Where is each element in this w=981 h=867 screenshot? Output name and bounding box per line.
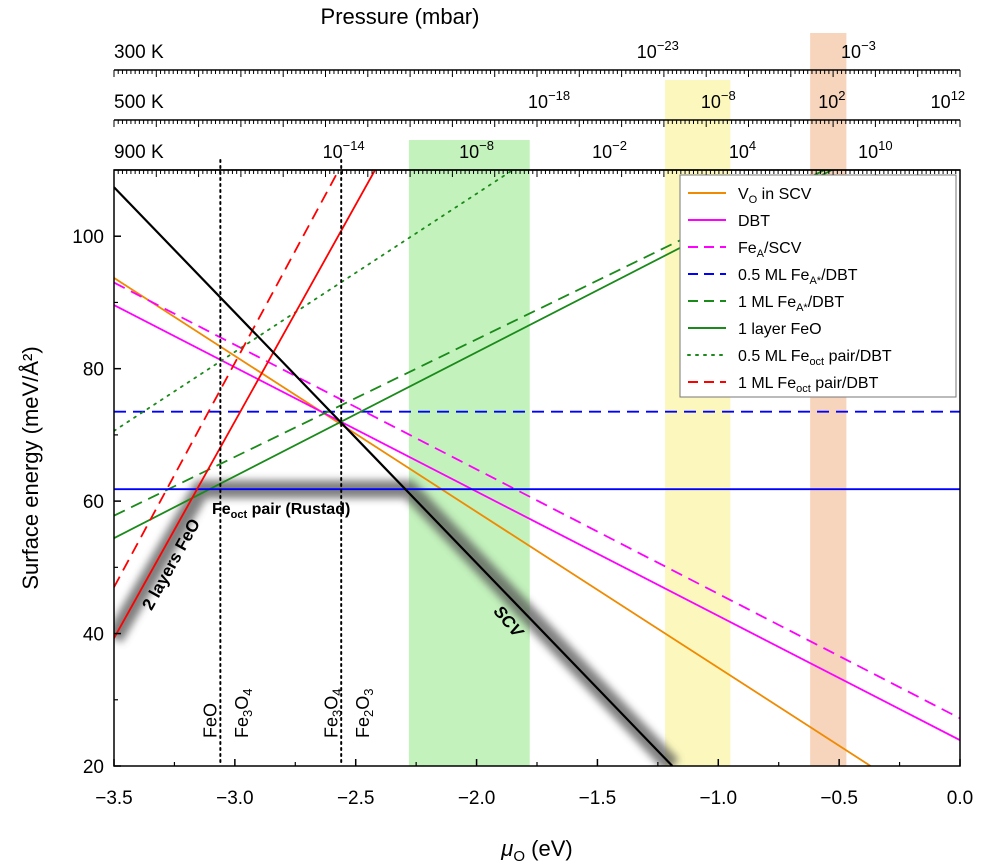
pressure-tick-label: 10−2 — [592, 138, 627, 162]
pressure-tick-label: 10−3 — [841, 38, 876, 62]
series-line — [114, 186, 674, 766]
y-tick-label: 20 — [83, 757, 104, 778]
y-tick-label: 40 — [83, 625, 104, 646]
series-line — [114, 304, 960, 741]
y-tick-label: 80 — [83, 360, 104, 381]
x-axis-label-sub: O — [513, 848, 525, 865]
x-tick-label: −3.5 — [95, 788, 133, 809]
pressure-axis-temperature: 500 K — [114, 92, 164, 113]
pressure-tick-label: 10−18 — [528, 88, 570, 112]
x-tick-label: 0.0 — [947, 788, 973, 809]
pressure-tick-label: 10−8 — [701, 88, 736, 112]
legend-box — [679, 174, 957, 398]
legend-label: FeA/SCV — [738, 240, 802, 260]
x-tick-label: −1.5 — [579, 788, 617, 809]
x-tick-label: −2.5 — [337, 788, 375, 809]
pressure-tick-label: 10−14 — [323, 138, 365, 162]
legend-label: DBT — [738, 213, 770, 230]
phase-label: Fe3O4 — [322, 689, 345, 739]
phase-label: FeO — [201, 703, 221, 738]
legend-label: VO in SCV — [738, 186, 812, 206]
phase-boundary-labels: FeO Fe3O4 Fe3O4 Fe2O3 — [201, 689, 376, 739]
legend-label: 1 layer FeO — [738, 321, 822, 338]
phase-label: Fe3O4 — [232, 689, 255, 739]
x-tick-label: −3.0 — [216, 788, 254, 809]
legend-label: 1 ML Feoct pair/DBT — [738, 375, 879, 395]
series-line — [114, 170, 514, 432]
series-line — [114, 170, 340, 588]
pressure-tick-label: 1012 — [931, 88, 966, 112]
x-axis-label: μO (eV) — [500, 836, 572, 865]
phase-label: Fe2O3 — [353, 689, 376, 739]
series-line — [114, 281, 960, 720]
legend-label: 0.5 ML Feoct pair/DBT — [738, 348, 892, 368]
x-axis-ticks: −3.5 −3.0 −2.5 −2.0 −1.5 −1.0 −0.5 0.0 — [95, 759, 973, 809]
x-tick-label: −2.0 — [458, 788, 496, 809]
shaded-band — [408, 140, 530, 766]
pressure-tick-label: 10−23 — [637, 38, 679, 62]
pressure-tick-label: 1010 — [858, 138, 893, 162]
y-axis-label: Surface energy (meV/Å²) — [18, 346, 43, 589]
pressure-axis-temperature: 300 K — [114, 42, 164, 63]
y-tick-label: 60 — [83, 492, 104, 513]
series-line — [114, 170, 376, 639]
pressure-tick-label: 102 — [818, 88, 845, 112]
phase-boundary-lines — [219, 159, 343, 767]
pressure-tick-label: 104 — [729, 138, 756, 162]
pressure-tick-label: 10−8 — [459, 138, 494, 162]
pressure-axis-temperature: 900 K — [114, 142, 164, 163]
x-axis-label-main: μ — [500, 836, 513, 861]
x-axis-label-unit: (eV) — [525, 836, 573, 861]
y-tick-label: 100 — [72, 227, 104, 248]
series-line — [114, 277, 872, 766]
legend: VO in SCV DBT FeA/SCV 0.5 ML FeA*/DBT 1 ML F… — [679, 174, 957, 398]
annotation-feoct-pair: Feoct pair (Rustad) — [212, 501, 350, 521]
pressure-title: Pressure (mbar) — [321, 4, 480, 29]
pressure-axes: 300 K 10−23 10−3 500 K 10−18 10−8 102 1012 900 K… — [113, 38, 966, 177]
x-tick-label: −1.0 — [700, 788, 738, 809]
legend-label: 1 ML FeA*/DBT — [738, 294, 844, 314]
x-tick-label: −0.5 — [820, 788, 858, 809]
y-axis-ticks: 20 40 60 80 100 — [72, 227, 121, 778]
legend-label: 0.5 ML FeA*/DBT — [738, 267, 858, 287]
series-lines — [114, 170, 960, 766]
